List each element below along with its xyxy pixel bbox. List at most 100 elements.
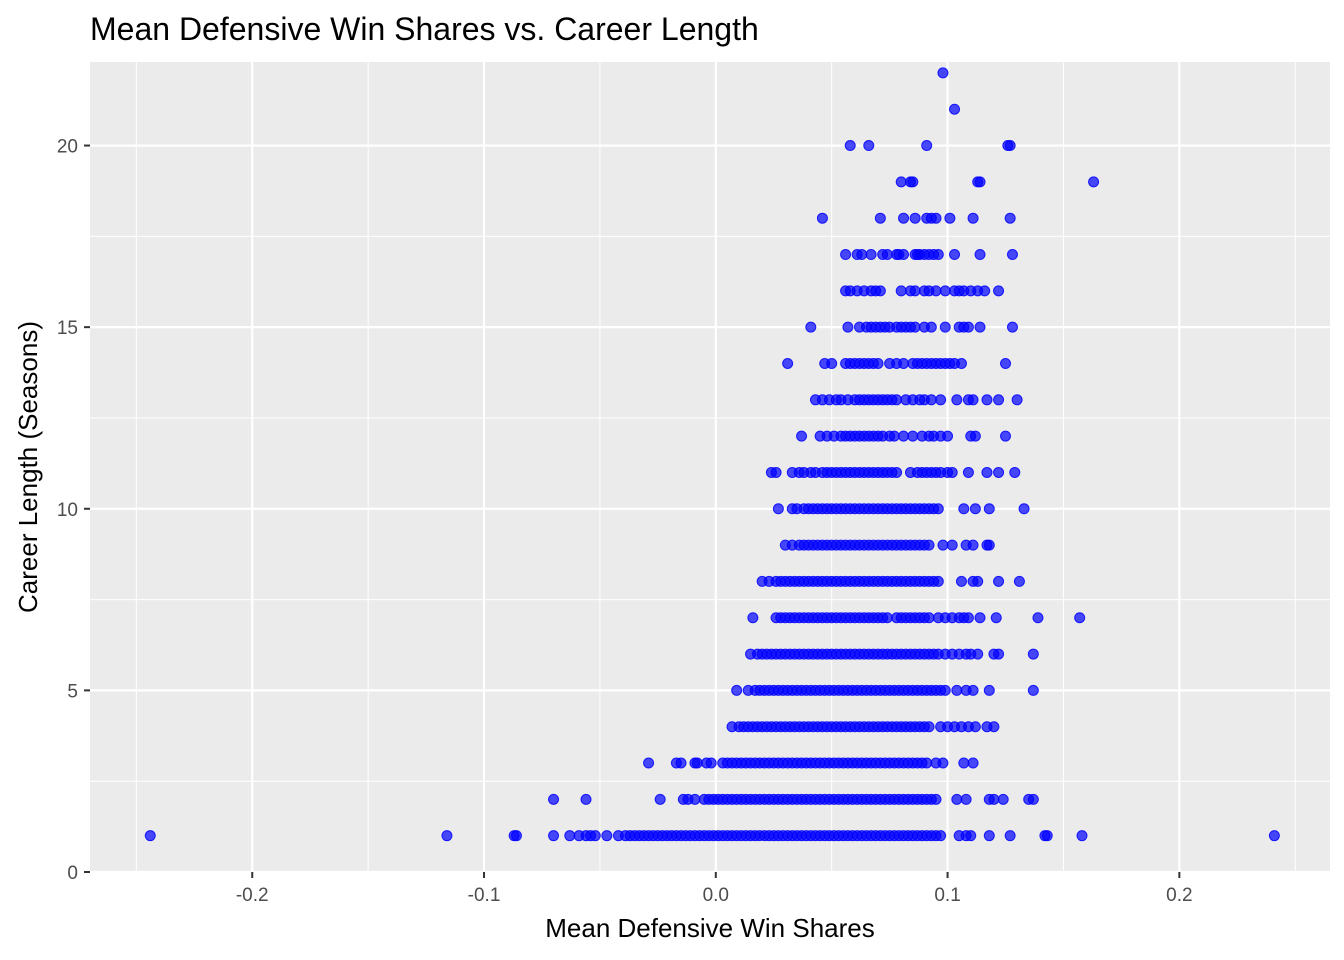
data-point xyxy=(865,249,877,261)
data-point xyxy=(958,503,970,515)
data-point xyxy=(983,503,995,515)
data-point xyxy=(1088,176,1100,188)
data-point xyxy=(974,176,986,188)
y-tick-label: 20 xyxy=(57,137,78,158)
data-point xyxy=(935,830,947,842)
data-point xyxy=(990,612,1002,624)
data-point xyxy=(932,575,944,587)
data-point xyxy=(691,757,703,769)
data-point xyxy=(988,793,1000,805)
chart-title: Mean Defensive Win Shares vs. Career Len… xyxy=(90,11,759,47)
data-point xyxy=(951,793,963,805)
data-point xyxy=(939,285,951,297)
data-point xyxy=(967,684,979,696)
data-point xyxy=(981,394,993,406)
data-point xyxy=(1006,321,1018,333)
data-point xyxy=(907,430,919,442)
data-point xyxy=(979,285,991,297)
data-point xyxy=(643,757,655,769)
data-point xyxy=(1032,612,1044,624)
data-point xyxy=(510,830,522,842)
data-point xyxy=(965,830,977,842)
data-point xyxy=(840,249,852,261)
data-point xyxy=(1004,830,1016,842)
data-point xyxy=(863,140,875,152)
data-point xyxy=(967,539,979,551)
data-point xyxy=(1018,503,1030,515)
data-point xyxy=(983,539,995,551)
data-point xyxy=(772,503,784,515)
data-point xyxy=(923,721,935,733)
data-point xyxy=(1000,357,1012,369)
data-point xyxy=(842,321,854,333)
x-tick-label: -0.2 xyxy=(236,885,269,906)
data-point xyxy=(1013,575,1025,587)
data-point xyxy=(993,394,1005,406)
data-point xyxy=(895,285,907,297)
data-point xyxy=(921,140,933,152)
data-point xyxy=(955,575,967,587)
data-point xyxy=(898,212,910,224)
data-point xyxy=(1027,793,1039,805)
data-point xyxy=(993,285,1005,297)
data-point xyxy=(939,684,951,696)
data-point xyxy=(960,793,972,805)
data-point xyxy=(1011,394,1023,406)
data-point xyxy=(939,321,951,333)
data-point xyxy=(958,757,970,769)
y-tick-label: 10 xyxy=(57,500,78,521)
data-point xyxy=(548,830,560,842)
data-point xyxy=(923,612,935,624)
minor-gridlines xyxy=(90,62,1330,872)
x-tick-label: 0.1 xyxy=(934,885,960,906)
data-point xyxy=(856,249,868,261)
data-point xyxy=(930,285,942,297)
data-point xyxy=(993,575,1005,587)
data-point xyxy=(944,212,956,224)
data-point xyxy=(907,176,919,188)
data-point xyxy=(925,321,937,333)
data-point xyxy=(826,357,838,369)
data-point xyxy=(898,430,910,442)
data-point xyxy=(654,793,666,805)
data-point xyxy=(898,249,910,261)
data-point xyxy=(805,321,817,333)
data-point xyxy=(441,830,453,842)
y-axis-title: Career Length (Seasons) xyxy=(13,321,43,613)
data-point xyxy=(909,285,921,297)
data-point xyxy=(946,539,958,551)
data-point xyxy=(1009,466,1021,478)
data-point xyxy=(921,757,933,769)
x-tick-label: 0.2 xyxy=(1166,885,1192,906)
data-point xyxy=(951,684,963,696)
plot-panel xyxy=(90,62,1330,872)
data-point xyxy=(564,830,576,842)
data-point xyxy=(881,249,893,261)
data-point xyxy=(972,648,984,660)
data-point xyxy=(974,249,986,261)
data-point xyxy=(935,394,947,406)
data-point xyxy=(796,430,808,442)
data-point xyxy=(1006,249,1018,261)
data-point xyxy=(689,793,701,805)
y-axis: 0 5 10 15 20 xyxy=(57,137,90,884)
data-point xyxy=(962,612,974,624)
data-point xyxy=(942,430,954,442)
x-axis-title: Mean Defensive Win Shares xyxy=(545,913,874,943)
data-point xyxy=(974,612,986,624)
data-point xyxy=(144,830,156,842)
data-point xyxy=(705,757,717,769)
data-point xyxy=(937,67,949,79)
data-point xyxy=(967,212,979,224)
data-point xyxy=(949,103,961,115)
data-point xyxy=(1000,430,1012,442)
x-axis: -0.2 -0.1 0.0 0.1 0.2 xyxy=(236,872,1193,906)
data-point xyxy=(1027,648,1039,660)
data-point xyxy=(872,357,884,369)
data-point xyxy=(909,321,921,333)
data-point xyxy=(816,212,828,224)
data-point xyxy=(675,757,687,769)
data-point xyxy=(962,321,974,333)
data-point xyxy=(601,830,613,842)
